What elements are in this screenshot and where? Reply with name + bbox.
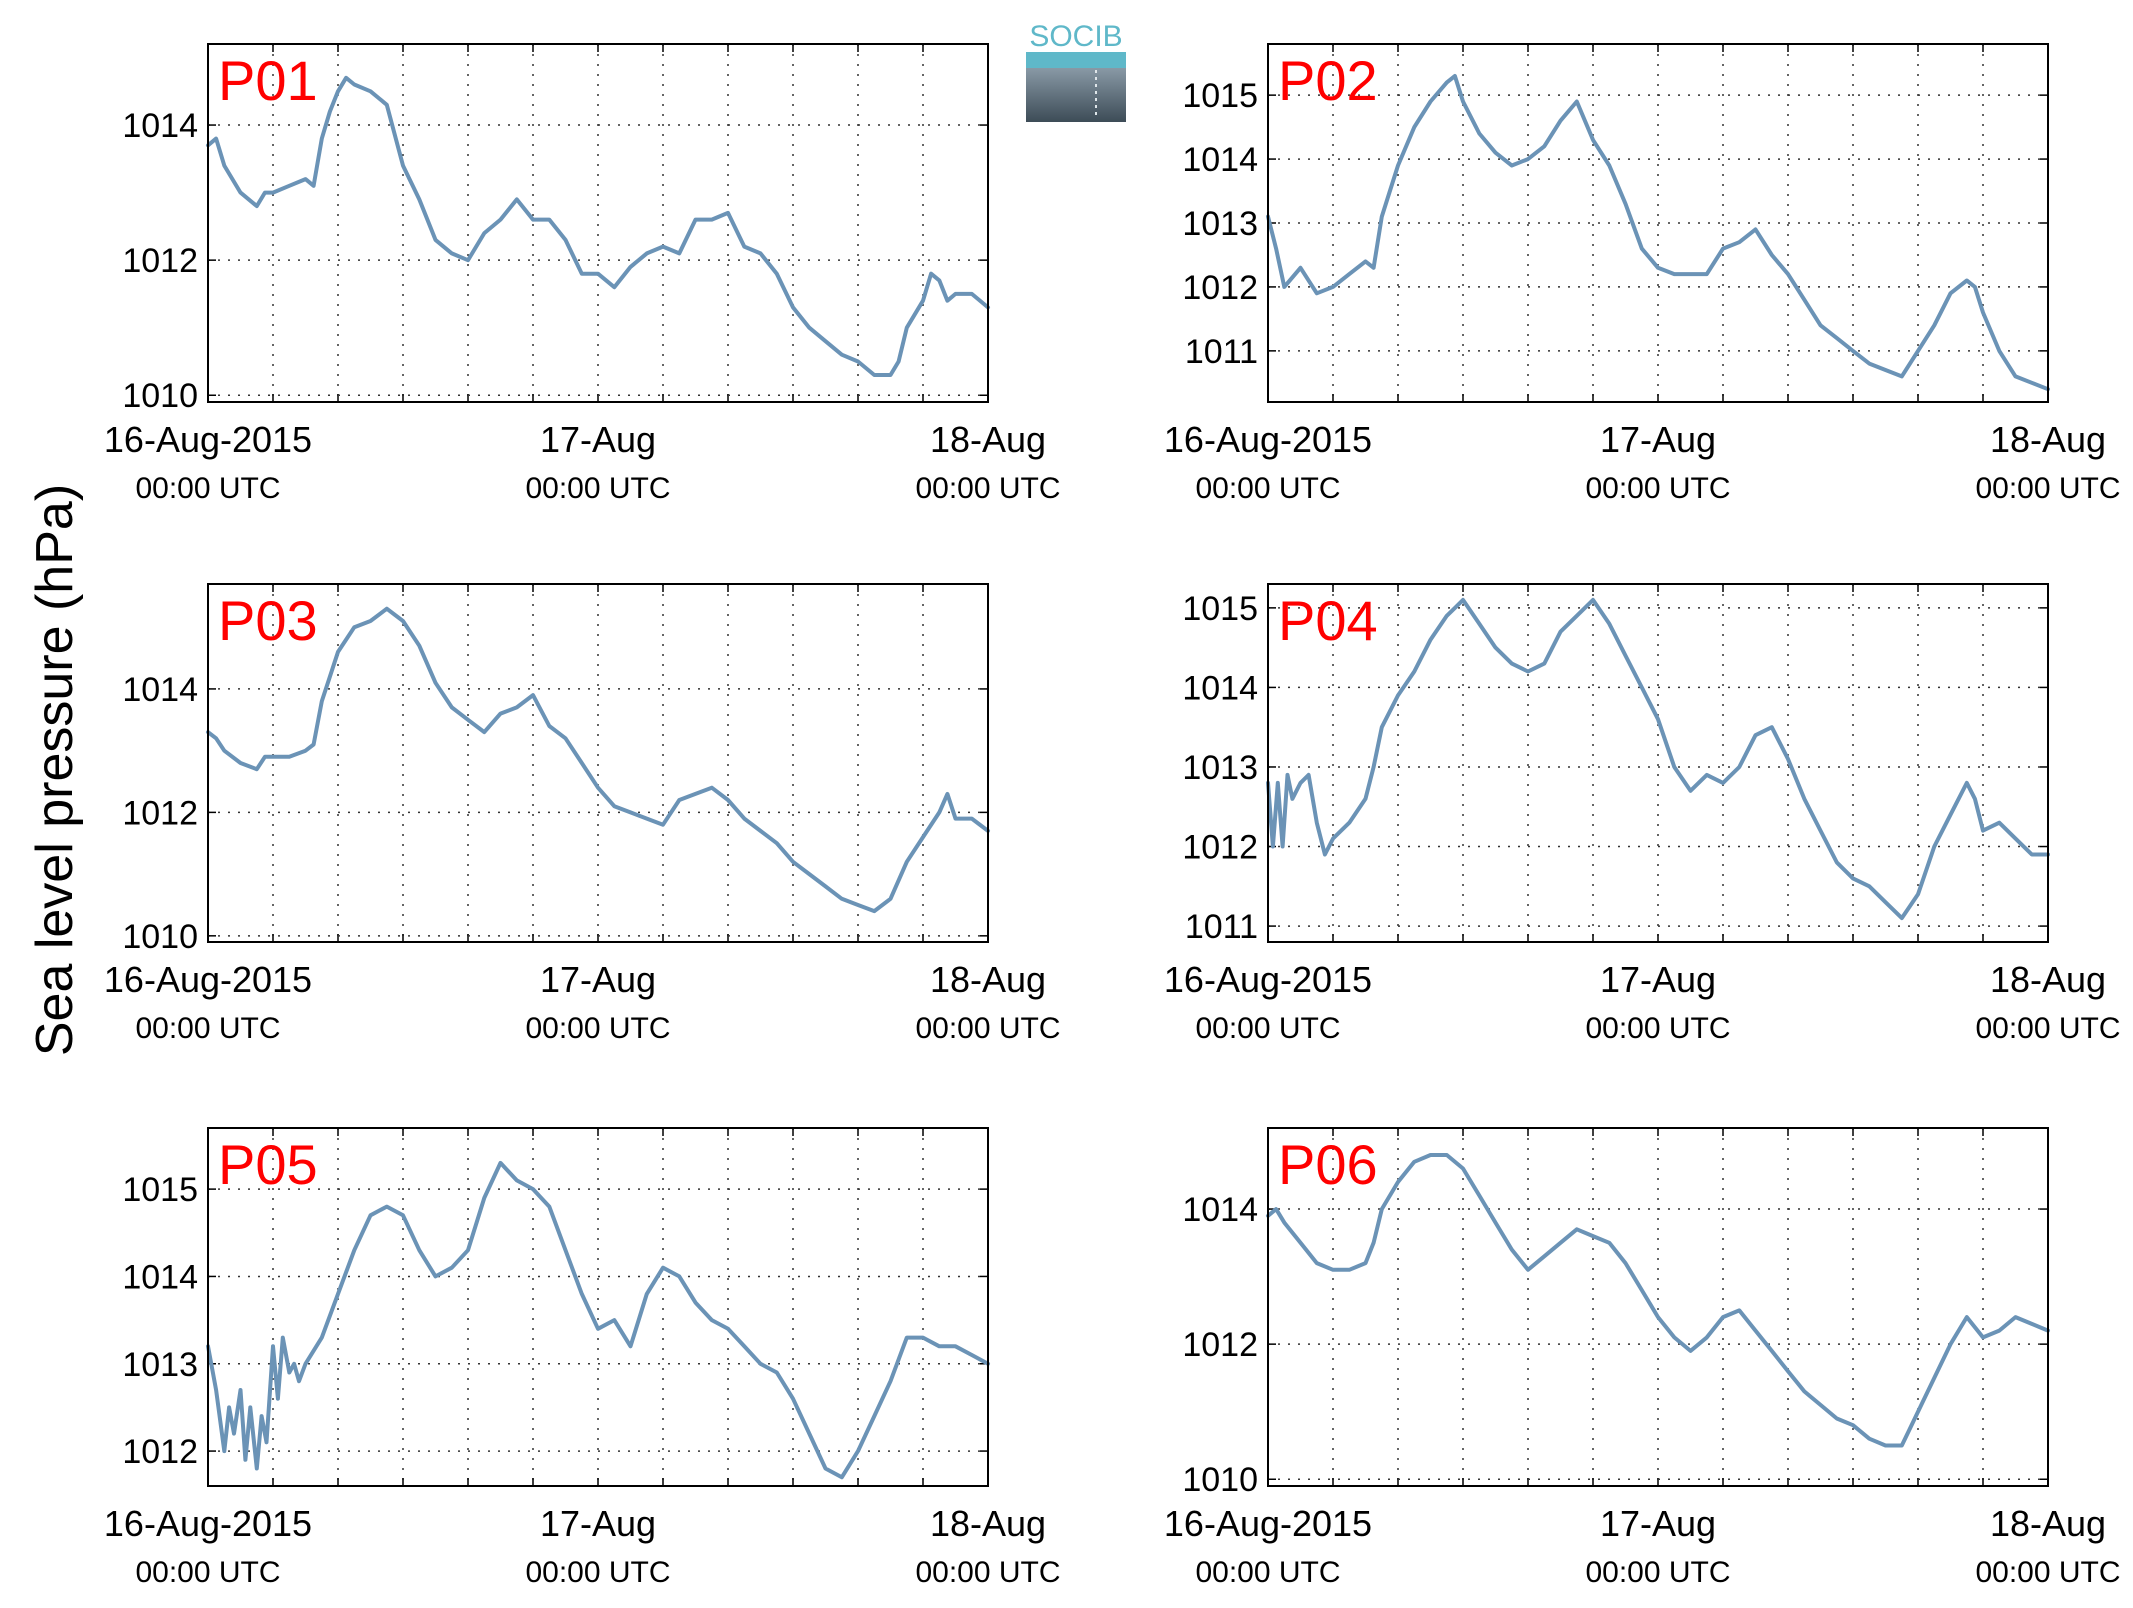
y-tick-label: 1014 <box>122 671 198 709</box>
panel-p03: 1010 1012 1014 16-Aug-2015 00:00 UTC 17-Aug 00… <box>104 583 1061 1045</box>
x-tick-label-time: 00:00 UTC <box>915 1556 1060 1589</box>
x-tick-label-time: 00:00 UTC <box>1195 472 1340 505</box>
x-tick-label-time: 00:00 UTC <box>1585 472 1730 505</box>
x-tick-label-date: 18-Aug <box>930 1503 1046 1544</box>
x-tick-label-time: 00:00 UTC <box>135 1012 280 1045</box>
y-tick-label: 1010 <box>1182 1461 1258 1499</box>
pressure-series-line <box>1266 597 2050 921</box>
panel-label: P05 <box>218 1133 318 1196</box>
x-tick-label-time: 00:00 UTC <box>525 1556 670 1589</box>
y-tick-label: 1012 <box>122 794 198 832</box>
y-tick-label: 1014 <box>1182 141 1258 179</box>
x-tick-label-time: 00:00 UTC <box>915 472 1060 505</box>
y-tick-label: 1013 <box>1182 749 1258 787</box>
axes-frame <box>207 583 989 943</box>
panel-label: P01 <box>218 49 318 112</box>
x-tick-label-date: 18-Aug <box>1990 419 2106 460</box>
y-tick-label: 1010 <box>122 377 198 415</box>
panel-p06: 1010 1012 1014 16-Aug-2015 00:00 UTC 17-Aug 00… <box>1164 1127 2121 1589</box>
x-tick-label-date: 16-Aug-2015 <box>1164 1503 1372 1544</box>
axes-frame <box>1267 583 2049 943</box>
y-tick-label: 1014 <box>122 1258 198 1296</box>
y-tick-label: 1015 <box>1182 590 1258 628</box>
panel-p05: 1012 1013 1014 1015 16-Aug-2015 00:00 UTC 17-A… <box>104 1127 1061 1589</box>
y-tick-label: 1014 <box>122 107 198 145</box>
x-tick-label-date: 16-Aug-2015 <box>104 1503 312 1544</box>
panel-label: P04 <box>1278 589 1378 652</box>
y-tick-label: 1011 <box>1185 333 1258 371</box>
pressure-series-line <box>206 606 990 914</box>
socib-logo: SOCIB <box>1026 20 1126 122</box>
x-tick-label-time: 00:00 UTC <box>1585 1556 1730 1589</box>
axes-frame <box>207 1127 989 1487</box>
x-tick-label-date: 17-Aug <box>1600 1503 1716 1544</box>
x-tick-label-date: 16-Aug-2015 <box>1164 959 1372 1000</box>
x-tick-label-time: 00:00 UTC <box>135 472 280 505</box>
pressure-series-line <box>1266 1153 2050 1448</box>
y-axis-label: Sea level pressure (hPa) <box>26 484 84 1056</box>
y-tick-label: 1011 <box>1185 908 1258 946</box>
y-tick-label: 1010 <box>122 918 198 956</box>
axes-frame <box>1267 43 2049 403</box>
x-tick-label-date: 17-Aug <box>1600 959 1716 1000</box>
axes-frame <box>1267 1127 2049 1487</box>
axes-frame <box>207 43 989 403</box>
x-tick-label-date: 16-Aug-2015 <box>1164 419 1372 460</box>
socib-logo-text: SOCIB <box>1029 20 1122 53</box>
pressure-series-line <box>206 75 990 377</box>
y-tick-label: 1012 <box>1182 1326 1258 1364</box>
panel-p04: 1011 1012 1013 1014 1015 16-Aug-2015 00:00 UTC… <box>1164 583 2121 1045</box>
panel-p02: 1011 1012 1013 1014 1015 16-Aug-2015 00:00 UTC… <box>1164 43 2121 505</box>
y-tick-label: 1012 <box>1182 829 1258 867</box>
y-tick-label: 1015 <box>1182 77 1258 115</box>
x-tick-label-date: 16-Aug-2015 <box>104 419 312 460</box>
x-tick-label-date: 18-Aug <box>930 419 1046 460</box>
x-tick-label-time: 00:00 UTC <box>1585 1012 1730 1045</box>
panel-label: P02 <box>1278 49 1378 112</box>
x-tick-label-time: 00:00 UTC <box>525 1012 670 1045</box>
x-tick-label-date: 18-Aug <box>1990 1503 2106 1544</box>
x-tick-label-time: 00:00 UTC <box>915 1012 1060 1045</box>
x-tick-label-time: 00:00 UTC <box>135 1556 280 1589</box>
x-tick-label-date: 16-Aug-2015 <box>104 959 312 1000</box>
y-tick-label: 1012 <box>122 1433 198 1471</box>
x-tick-label-time: 00:00 UTC <box>1195 1556 1340 1589</box>
x-tick-label-time: 00:00 UTC <box>1195 1012 1340 1045</box>
panel-label: P03 <box>218 589 318 652</box>
x-tick-label-date: 17-Aug <box>540 1503 656 1544</box>
x-tick-label-time: 00:00 UTC <box>1975 1012 2120 1045</box>
pressure-series-line <box>1266 74 2050 392</box>
panel-label: P06 <box>1278 1133 1378 1196</box>
y-tick-label: 1013 <box>1182 205 1258 243</box>
y-tick-label: 1014 <box>1182 669 1258 707</box>
y-tick-label: 1014 <box>1182 1191 1258 1229</box>
x-tick-label-time: 00:00 UTC <box>1975 472 2120 505</box>
y-tick-label: 1015 <box>122 1171 198 1209</box>
pressure-series-line <box>206 1160 990 1480</box>
y-tick-label: 1012 <box>1182 269 1258 307</box>
x-tick-label-time: 00:00 UTC <box>1975 1556 2120 1589</box>
x-tick-label-date: 18-Aug <box>1990 959 2106 1000</box>
y-tick-label: 1013 <box>122 1346 198 1384</box>
x-tick-label-time: 00:00 UTC <box>525 472 670 505</box>
panel-p01: 1010 1012 1014 16-Aug-2015 00:00 UTC 17-Aug 00… <box>104 43 1061 505</box>
x-tick-label-date: 17-Aug <box>540 419 656 460</box>
x-tick-label-date: 17-Aug <box>1600 419 1716 460</box>
x-tick-label-date: 17-Aug <box>540 959 656 1000</box>
y-tick-label: 1012 <box>122 242 198 280</box>
x-tick-label-date: 18-Aug <box>930 959 1046 1000</box>
